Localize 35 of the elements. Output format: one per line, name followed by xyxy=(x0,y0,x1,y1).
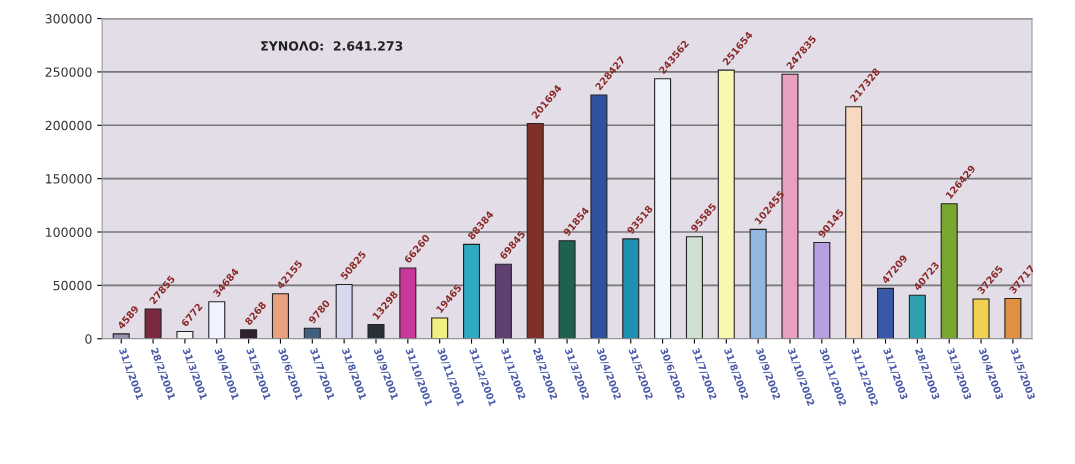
y-tick-label: 50000 xyxy=(53,280,92,291)
bar xyxy=(112,333,130,339)
bar xyxy=(208,301,226,339)
annotation: ΣΥΝΟΛΟ: 2.641.273 xyxy=(261,41,403,51)
y-tick-label: 100000 xyxy=(46,227,92,237)
y-tick-label: 0 xyxy=(85,334,92,344)
bar xyxy=(813,241,831,339)
bar xyxy=(876,287,895,339)
bar xyxy=(590,94,608,339)
bar xyxy=(972,298,990,339)
bar xyxy=(654,78,672,339)
bar xyxy=(940,203,958,339)
bar xyxy=(367,323,385,339)
bar xyxy=(908,294,926,339)
bar xyxy=(463,243,481,339)
bar xyxy=(431,317,449,339)
bar xyxy=(271,293,289,339)
bar xyxy=(717,69,735,339)
y-tick-label: 200000 xyxy=(45,120,92,131)
y-tick-label: 250000 xyxy=(45,67,92,77)
bar xyxy=(526,122,544,339)
bar xyxy=(685,236,703,339)
bar xyxy=(494,263,512,339)
bar xyxy=(240,329,258,339)
y-tick-label: 150000 xyxy=(46,174,92,184)
bar xyxy=(176,330,194,339)
y-tick-label: 300000 xyxy=(45,14,92,24)
bar xyxy=(1004,297,1022,339)
bar xyxy=(845,106,863,339)
bar xyxy=(399,267,417,339)
bar xyxy=(303,327,321,339)
bar xyxy=(558,240,576,339)
bar xyxy=(749,228,767,339)
bar xyxy=(622,238,640,339)
bar xyxy=(144,308,162,339)
